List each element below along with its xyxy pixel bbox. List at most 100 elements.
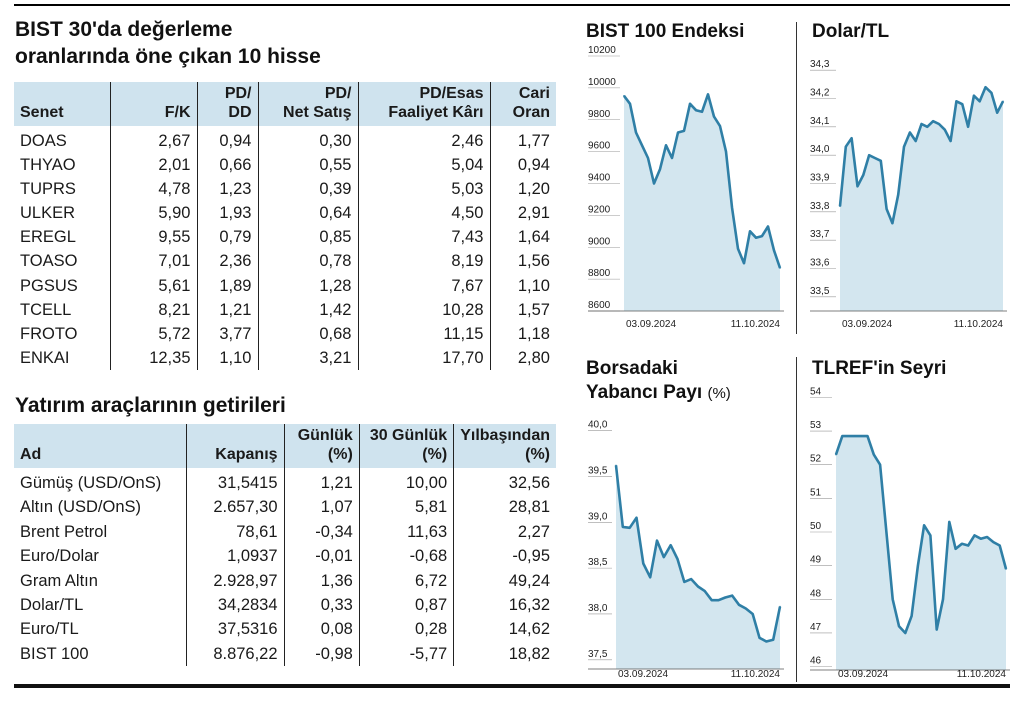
valuation-title: BIST 30'da değerleme oranlarında öne çık… bbox=[15, 16, 575, 70]
y-tick-label: 49 bbox=[810, 555, 822, 566]
table-cell: 1,20 bbox=[489, 177, 556, 202]
series-area bbox=[616, 465, 780, 669]
table-cell: 1,56 bbox=[489, 249, 556, 274]
data-point bbox=[710, 599, 713, 601]
data-point bbox=[868, 154, 870, 156]
bist100-chart-title: BIST 100 Endeksi bbox=[586, 21, 745, 42]
foreign-share-title-line1: Borsadaki bbox=[586, 358, 678, 379]
table-cell: 1,18 bbox=[489, 321, 556, 346]
t2-header-cell: Yılbaşından (%) bbox=[453, 424, 556, 468]
table-cell: 0,78 bbox=[257, 249, 358, 274]
table-cell: 2,01 bbox=[109, 153, 197, 178]
table-cell: 7,01 bbox=[109, 249, 197, 274]
table-cell: TOASO bbox=[20, 252, 78, 271]
data-point bbox=[623, 95, 625, 97]
table-row: ENKAI 12,35 1,10 3,21 17,70 2,80 bbox=[14, 345, 556, 370]
table-cell: FROTO bbox=[20, 324, 78, 343]
table-cell: 78,61 bbox=[185, 519, 285, 545]
table-cell: 8.876,22 bbox=[185, 641, 285, 667]
table-cell: 2.928,97 bbox=[185, 568, 285, 594]
table-cell: 34,2834 bbox=[185, 593, 285, 618]
table-cell: 14,62 bbox=[453, 617, 556, 642]
table-cell: 1,21 bbox=[283, 468, 360, 496]
table-cell: 0,94 bbox=[489, 153, 556, 178]
table-cell: 0,94 bbox=[196, 126, 258, 154]
data-point bbox=[961, 103, 964, 105]
usdtry-chart: 33,5 33,6 33,7 33,8 33,9 34,0 34,1 34,2 34,3 03.0… bbox=[810, 59, 1007, 330]
t2-header-cell: 30 Günlük (%) bbox=[358, 424, 454, 468]
data-point bbox=[665, 144, 667, 147]
y-tick-label: 9800 bbox=[588, 109, 611, 120]
data-point bbox=[885, 208, 888, 210]
table-cell: 5,81 bbox=[358, 495, 454, 520]
bist100-chart: 8600 8800 9000 9200 9400 9600 9800 10000 10200 03… bbox=[588, 45, 784, 330]
t2-header-cell: Günlük (%) bbox=[283, 424, 360, 468]
data-point bbox=[713, 115, 715, 118]
table-cell: 0,68 bbox=[257, 321, 358, 346]
table-cell: 1,93 bbox=[196, 201, 258, 226]
data-point bbox=[897, 194, 899, 196]
y-tick-label: 51 bbox=[810, 487, 822, 498]
y-tick-label: 48 bbox=[810, 588, 822, 599]
data-point bbox=[745, 607, 747, 610]
data-point bbox=[938, 123, 940, 125]
data-point bbox=[835, 453, 837, 456]
table-cell: 1,77 bbox=[489, 126, 556, 154]
t1-header-cell: PD/Net Satış bbox=[257, 82, 358, 126]
table-cell: -0,68 bbox=[358, 544, 454, 569]
x-tick-label: 03.09.2024 bbox=[618, 669, 668, 680]
data-point bbox=[845, 145, 847, 148]
top-rule bbox=[14, 4, 1010, 6]
table-row: TUPRS 4,78 1,23 0,39 5,03 1,20 bbox=[14, 177, 556, 202]
table-cell: -0,01 bbox=[283, 544, 360, 569]
data-point bbox=[920, 123, 923, 125]
data-point bbox=[880, 160, 882, 162]
y-tick-label: 33,6 bbox=[810, 258, 830, 269]
y-tick-label: 52 bbox=[810, 454, 822, 465]
data-point bbox=[1002, 100, 1004, 103]
t1-header-text: PD/Esas bbox=[419, 85, 484, 102]
data-point bbox=[695, 109, 697, 111]
series-line bbox=[834, 434, 1008, 635]
data-point bbox=[949, 140, 952, 142]
t1-header-text: Faaliyet Kârı bbox=[388, 104, 484, 121]
data-point bbox=[635, 131, 637, 134]
data-point bbox=[737, 248, 739, 250]
y-tick-label: 33,9 bbox=[810, 173, 830, 184]
table-row: Euro/TL 37,5316 0,08 0,28 14,62 bbox=[14, 617, 556, 642]
table-cell: 0,85 bbox=[257, 225, 358, 250]
bottom-rule bbox=[14, 684, 1010, 688]
table-cell: 10,28 bbox=[357, 297, 490, 322]
t1-header-text bbox=[117, 84, 191, 103]
data-point bbox=[990, 92, 993, 94]
y-tick-label: 10000 bbox=[588, 77, 616, 88]
data-point bbox=[751, 613, 754, 615]
data-point bbox=[683, 130, 685, 132]
table-cell: 1,10 bbox=[196, 345, 258, 370]
y-tick-label: 46 bbox=[810, 656, 822, 667]
y-tick-label: 8800 bbox=[588, 268, 611, 279]
table-cell: TUPRS bbox=[20, 180, 76, 199]
y-tick-label: 10200 bbox=[588, 45, 616, 56]
y-tick-label: 39,0 bbox=[588, 511, 608, 522]
data-point bbox=[860, 435, 862, 437]
table-cell: Gram Altın bbox=[20, 571, 98, 590]
t2-header-text: (%) bbox=[525, 446, 550, 463]
data-point bbox=[761, 235, 763, 237]
t1-header-cell: PD/DD bbox=[196, 82, 258, 126]
table-cell: -0,95 bbox=[453, 544, 556, 569]
data-point bbox=[704, 590, 706, 592]
t2-header-text: (%) bbox=[327, 446, 353, 463]
t1-header-cell: PD/Esas Faaliyet Kârı bbox=[357, 82, 490, 126]
data-point bbox=[973, 534, 976, 537]
table-cell: 2,27 bbox=[453, 519, 556, 545]
returns-table-header: Ad Kapanış Günlük (%) 30 Günlük (%) Yılbaşınd… bbox=[14, 424, 556, 468]
data-point bbox=[841, 435, 844, 437]
series-area bbox=[624, 94, 780, 311]
t2-header-text bbox=[20, 426, 180, 445]
data-point bbox=[656, 539, 658, 542]
series-area bbox=[840, 87, 1003, 311]
data-point bbox=[635, 516, 638, 519]
table-cell: 0,55 bbox=[257, 153, 358, 178]
t1-header-text: Cari bbox=[518, 85, 550, 102]
